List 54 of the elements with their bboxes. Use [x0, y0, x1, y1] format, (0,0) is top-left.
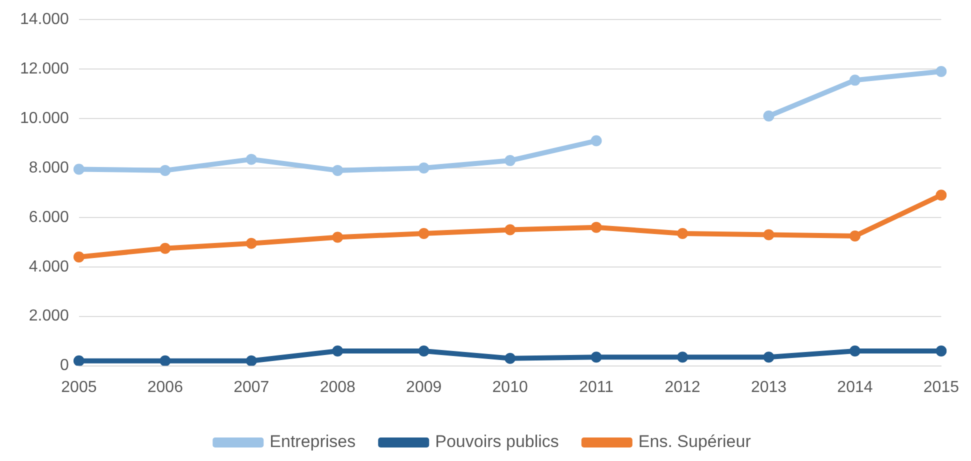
point — [332, 164, 344, 176]
x-tick-label: 2009 — [406, 378, 442, 396]
point — [504, 224, 516, 236]
point — [936, 345, 947, 356]
x-tick-label: 2013 — [750, 378, 787, 396]
point — [590, 222, 602, 233]
point — [246, 238, 257, 249]
point — [73, 164, 84, 175]
x-tick-label: 2015 — [923, 378, 960, 396]
legend-label: Pouvoirs publics — [435, 432, 559, 452]
x-tick-label: 2010 — [492, 378, 528, 396]
point — [936, 66, 947, 78]
y-tick-label: 4.000 — [28, 258, 70, 276]
x-tick-label: 2006 — [147, 378, 184, 396]
point — [849, 230, 860, 242]
point — [849, 345, 860, 356]
x-tick-label: 2005 — [61, 378, 97, 396]
point — [418, 162, 430, 174]
point — [849, 74, 860, 86]
point — [936, 190, 947, 201]
x-tick-label: 2012 — [664, 378, 700, 396]
point — [763, 352, 774, 363]
y-tick-label: 0 — [60, 357, 70, 374]
point — [160, 355, 171, 366]
point — [677, 228, 688, 239]
point — [246, 355, 257, 366]
point — [160, 242, 171, 254]
y-tick-label: 12.000 — [20, 60, 70, 78]
y-tick-label: 2.000 — [28, 308, 70, 325]
y-tick-label: 6.000 — [28, 208, 70, 226]
point — [504, 352, 516, 364]
x-tick-label: 2011 — [579, 378, 614, 396]
point — [504, 155, 516, 166]
point — [332, 232, 344, 243]
point — [590, 352, 602, 363]
point — [246, 154, 257, 165]
x-tick-label: 2008 — [320, 378, 356, 396]
legend-label: Entreprises — [270, 432, 356, 452]
x-tick-label: 2007 — [234, 378, 270, 396]
point — [332, 345, 344, 356]
point — [73, 355, 84, 366]
legend-label: Ens. Supérieur — [638, 432, 752, 452]
y-tick-label: 14.000 — [20, 11, 70, 28]
point — [763, 110, 774, 122]
point — [590, 135, 602, 146]
x-tick-label: 2014 — [837, 378, 873, 396]
point — [160, 164, 171, 176]
point — [418, 345, 430, 356]
point — [677, 352, 688, 363]
y-tick-label: 10.000 — [20, 110, 70, 127]
point — [763, 229, 774, 240]
y-tick-label: 8.000 — [28, 159, 70, 176]
point — [73, 251, 84, 262]
point — [418, 228, 430, 239]
